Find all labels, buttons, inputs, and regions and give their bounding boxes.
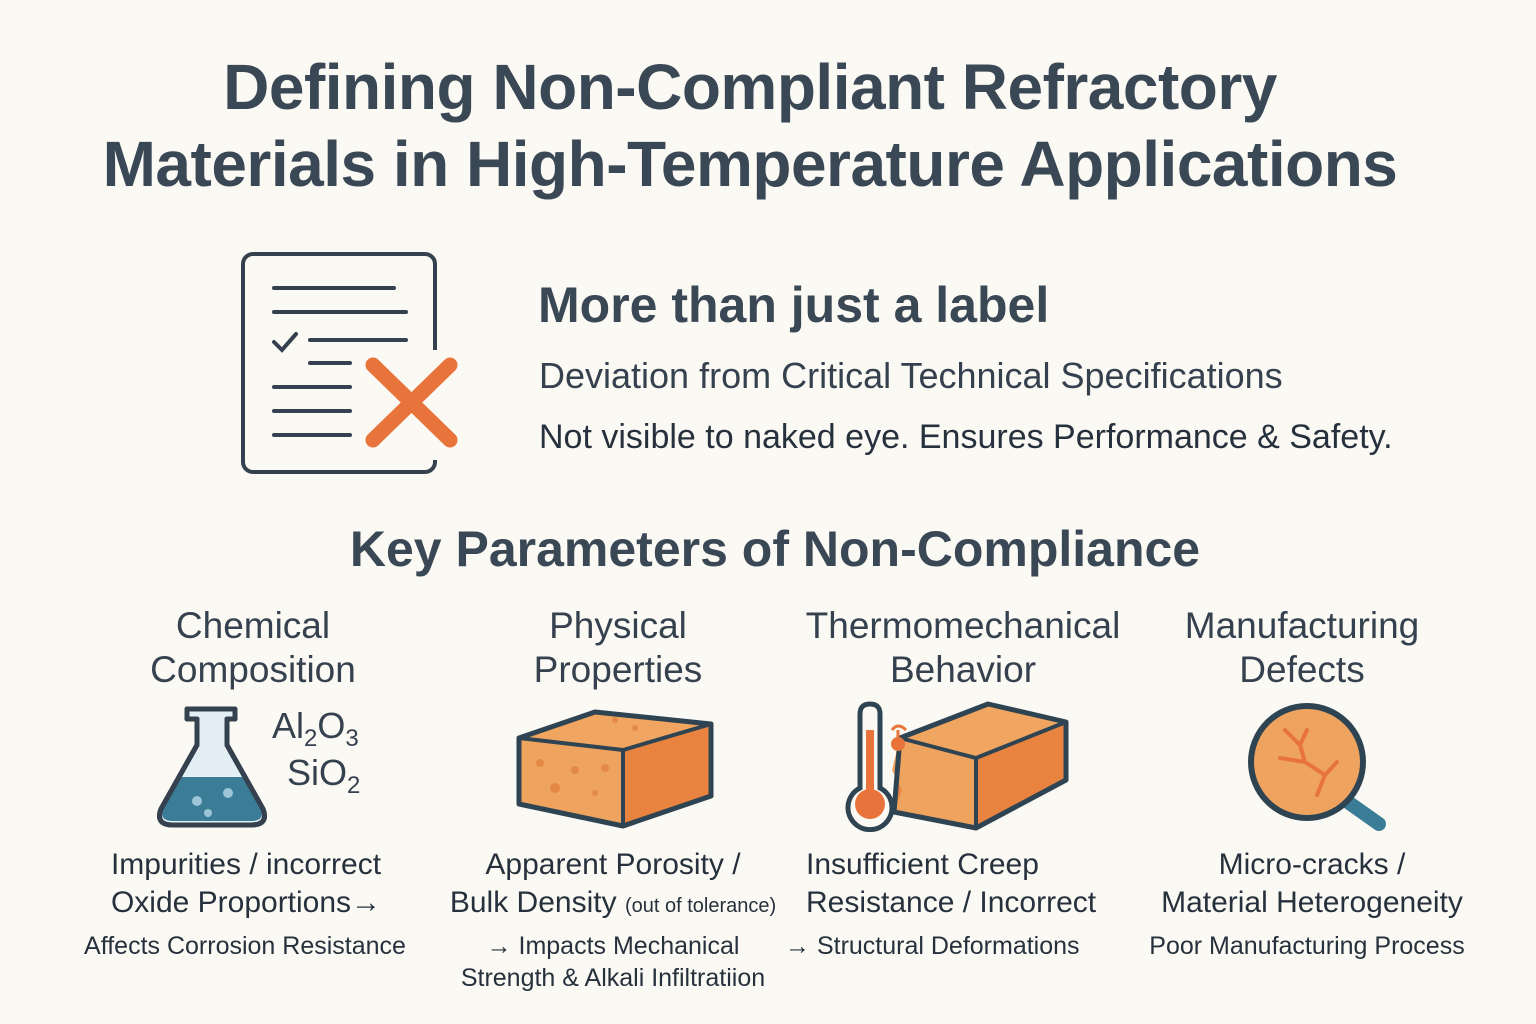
parameter-chemical-composition: Chemical Composition <box>63 604 443 692</box>
description-line: Oxide Proportions→ <box>110 886 382 919</box>
parameter-description: Insufficient Creep Resistance / Incorrec… <box>766 846 1146 922</box>
formula-al2o3: Al2O3 <box>272 705 359 753</box>
parameter-heading-line: Physical <box>549 605 687 646</box>
parameter-heading-line: Defects <box>1239 649 1365 690</box>
description-line: Bulk Density <box>449 886 617 919</box>
parameter-heading-line: Manufacturing <box>1184 605 1420 646</box>
flask-icon <box>157 706 267 828</box>
effect-line: Strength & Alkali Infiltratiion <box>460 964 766 992</box>
intro-note: Not visible to naked eye. Ensures Perfor… <box>539 418 1393 456</box>
effect-line: → Impacts Mechanical <box>486 932 740 960</box>
document-checklist-rejected-icon <box>241 252 468 474</box>
description-line: Resistance / Incorrect <box>806 886 1097 919</box>
parameter-description: Impurities / incorrect Oxide Proportions… <box>56 846 436 922</box>
parameter-effect: → Structural Deformations <box>785 930 1145 962</box>
thermometer-brick-icon <box>845 701 1069 832</box>
parameter-physical-properties: Physical Properties <box>428 604 808 692</box>
description-note: (out of tolerance) <box>624 895 777 917</box>
description-line: Impurities / incorrect <box>110 848 382 881</box>
parameter-heading-line: Composition <box>150 649 356 690</box>
description-line: Apparent Porosity / <box>485 848 741 881</box>
parameter-effect: Affects Corrosion Resistance <box>45 930 445 962</box>
parameter-description: Apparent Porosity / Bulk Density (out of… <box>423 846 803 925</box>
parameter-manufacturing-defects: Manufacturing Defects <box>1112 604 1492 692</box>
effect-line: Poor Manufacturing Process <box>1149 932 1465 960</box>
formula-sio2: SiO2 <box>287 752 361 800</box>
intro-heading: More than just a label <box>538 277 1050 333</box>
parameter-description: Micro-cracks / Material Heterogeneity <box>1122 846 1502 922</box>
parameter-effect: → Impacts Mechanical Strength & Alkali I… <box>413 930 813 994</box>
section-title: Key Parameters of Non-Compliance <box>349 521 1201 577</box>
description-line: Micro-cracks / <box>1218 848 1406 881</box>
parameter-heading-line: Chemical <box>175 605 331 646</box>
magnifier-cracks-icon <box>1248 703 1386 831</box>
parameter-heading-line: Behavior <box>889 649 1037 690</box>
page-title-line-2: Materials in High-Temperature Applicatio… <box>102 128 1398 200</box>
description-line: Insufficient Creep <box>806 848 1039 881</box>
parameter-heading-line: Thermomechanical <box>805 605 1121 646</box>
effect-line: → Structural Deformations <box>785 932 1080 960</box>
porous-brick-icon <box>516 709 714 829</box>
parameter-effect: Poor Manufacturing Process <box>1107 930 1507 962</box>
parameter-thermomechanical-behavior: Thermomechanical Behavior <box>773 604 1153 692</box>
intro-subheading: Deviation from Critical Technical Specif… <box>539 355 1283 396</box>
parameter-heading-line: Properties <box>533 649 703 690</box>
effect-line: Affects Corrosion Resistance <box>84 932 406 960</box>
description-line: Material Heterogeneity <box>1161 886 1463 919</box>
page-title-line-1: Defining Non-Compliant Refractory <box>223 51 1277 123</box>
